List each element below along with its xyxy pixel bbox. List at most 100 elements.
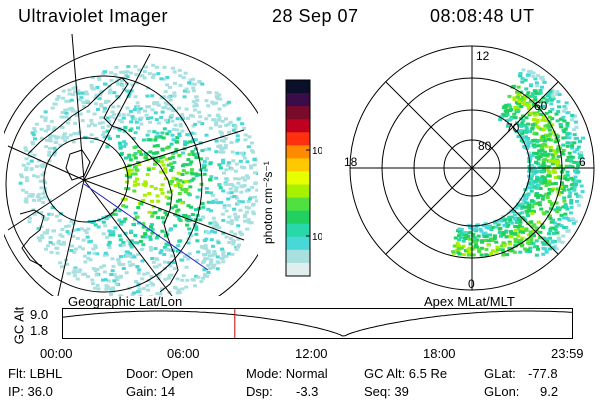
mag-pixel (522, 145, 527, 148)
geo-pixel (72, 267, 77, 271)
mag-pixel (558, 123, 563, 127)
mag-pixel (523, 78, 528, 82)
mag-pixel (547, 191, 551, 195)
geo-pixel (150, 227, 155, 231)
geo-pixel (180, 188, 185, 192)
colorbar-swatch (286, 158, 310, 172)
mag-pixel (567, 165, 572, 169)
mag-pixel (530, 94, 535, 98)
mag-pixel (479, 246, 484, 250)
mag-pixel (533, 167, 537, 171)
geo-pixel (178, 124, 183, 128)
mag-pixel (565, 124, 570, 128)
geo-pixel (150, 108, 155, 112)
geo-pixel (69, 106, 74, 110)
geo-pixel (132, 255, 137, 259)
geo-pixel (133, 156, 138, 160)
geo-pixel (180, 129, 185, 133)
mag-pixel (580, 190, 585, 194)
geo-pixel (48, 133, 53, 137)
geo-pixel (166, 163, 171, 167)
mag-pixel (518, 129, 523, 133)
mag-pixel (535, 125, 540, 129)
mag-pixel (530, 209, 535, 213)
geo-pixel (136, 252, 141, 256)
mag-pixel (552, 170, 557, 174)
geo-pixel (92, 112, 97, 116)
geo-pixel (198, 218, 203, 222)
geo-pixel (176, 181, 181, 184)
mag-pixel (561, 115, 566, 119)
geo-pixel (76, 89, 81, 93)
mag-pixel (541, 226, 545, 229)
mag-pixel (559, 224, 564, 228)
mag-pixel (516, 93, 521, 97)
mag-pixel (483, 222, 488, 226)
geo-pixel (163, 177, 168, 181)
mag-pixel (524, 227, 529, 231)
geo-pixel (227, 252, 231, 256)
geo-pixel (160, 110, 165, 114)
geo-pixel (124, 205, 129, 209)
mag-pixel (572, 160, 577, 164)
geo-pixel (204, 247, 209, 251)
geo-pixel (32, 127, 37, 131)
geo-pixel (234, 140, 239, 144)
geo-pixel (99, 116, 104, 120)
mag-pixel (576, 145, 581, 149)
geo-pixel (24, 197, 29, 201)
geo-pixel (199, 280, 204, 284)
geo-pixel (198, 157, 203, 161)
geo-pixel (45, 228, 50, 232)
geo-pixel (80, 91, 85, 95)
geo-pixel (35, 195, 40, 199)
geo-pixel (185, 133, 190, 137)
geo-pixel (180, 258, 185, 262)
geo-pixel (254, 199, 258, 203)
mag-pixel (539, 100, 544, 104)
geo-pixel (212, 250, 217, 253)
geo-pixel (202, 239, 207, 242)
mag-pixel (476, 234, 481, 238)
geo-pixel (224, 235, 229, 239)
mag-pixel (513, 116, 518, 120)
mag-pixel (565, 111, 570, 115)
geo-pixel (236, 245, 240, 249)
mag-pixel (527, 203, 531, 207)
geo-pixel (119, 255, 123, 259)
geo-pixel (183, 71, 188, 75)
mag-pixel (520, 121, 525, 125)
geo-pixel (215, 255, 220, 259)
mag-pixel (569, 201, 574, 205)
mag-pixel (535, 120, 540, 124)
geo-pixel (151, 63, 156, 67)
mag-pixel (496, 247, 501, 251)
mag-pixel (573, 114, 577, 118)
geo-pixel (93, 102, 98, 106)
mag-pixel (531, 230, 536, 233)
mag-pixel (520, 101, 525, 105)
geo-pixel (218, 124, 223, 128)
geo-pixel (121, 116, 126, 120)
geo-pixel (41, 163, 46, 167)
mag-pixel (562, 176, 567, 180)
geo-pixel (102, 270, 107, 274)
geo-pixel (146, 168, 151, 172)
geo-pixel (82, 254, 87, 258)
mag-pixel (554, 231, 559, 235)
mag-pixel (518, 250, 523, 254)
seq-info: Seq: 39 (364, 384, 409, 399)
mag-pixel (538, 91, 543, 95)
geo-pixel (238, 159, 243, 163)
geo-pixel (221, 250, 226, 254)
mag-pixel (507, 215, 512, 219)
geo-pixel (229, 141, 234, 145)
mag-pixel (539, 138, 543, 142)
mag-pixel (518, 218, 523, 222)
geo-pixel (36, 227, 41, 231)
geo-pixel (129, 120, 134, 124)
geo-pixel (173, 183, 178, 187)
geo-pixel (200, 246, 205, 250)
geo-pixel (240, 122, 245, 126)
mag-pixel (463, 231, 467, 235)
